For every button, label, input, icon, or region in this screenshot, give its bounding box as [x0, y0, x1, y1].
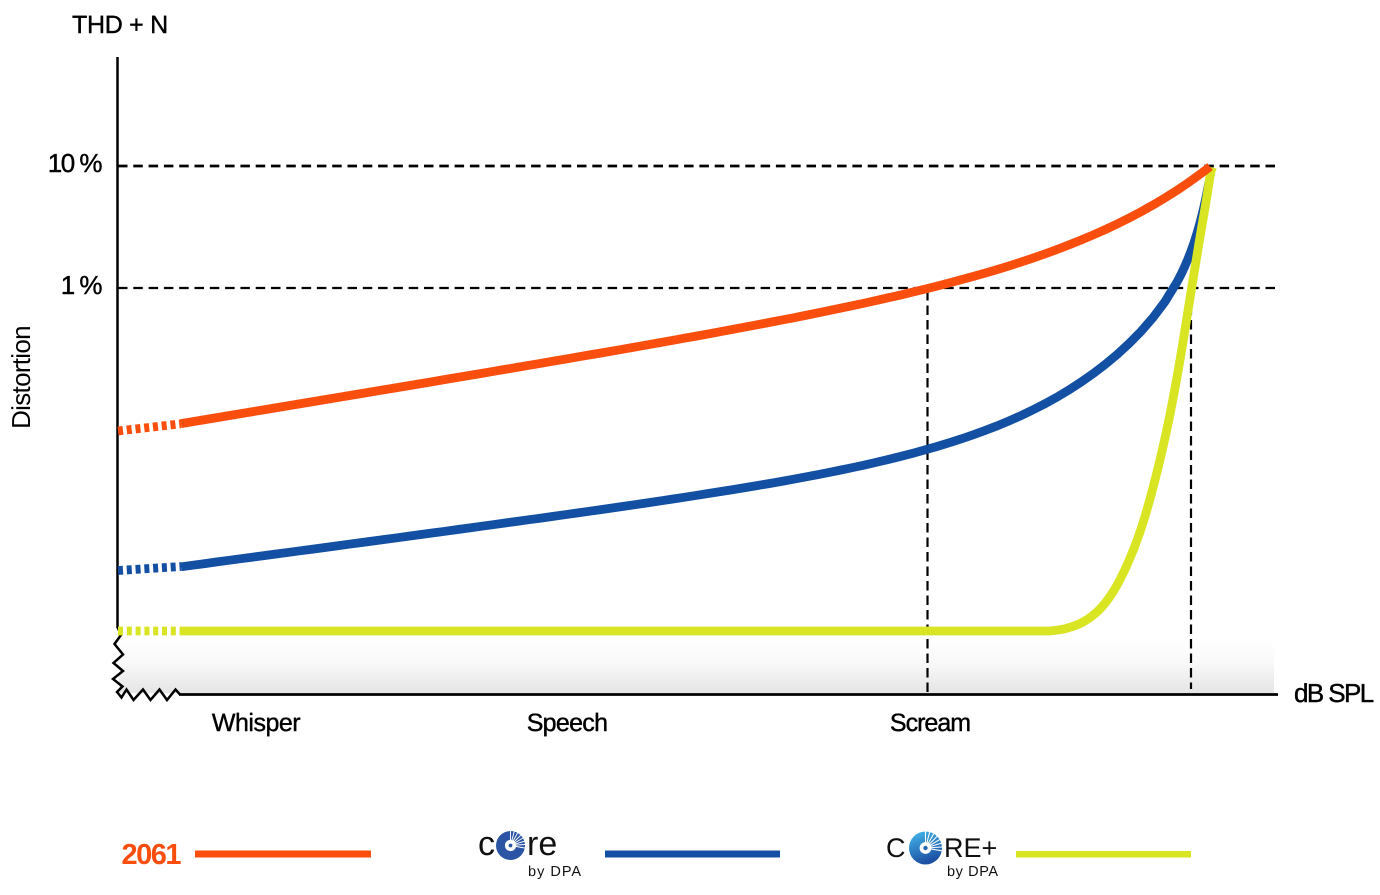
svg-text:Scream: Scream — [890, 709, 970, 737]
svg-text:dB SPL: dB SPL — [1294, 678, 1374, 708]
svg-text:by DPA: by DPA — [528, 864, 582, 880]
svg-text:Whisper: Whisper — [212, 709, 300, 737]
svg-text:Speech: Speech — [527, 709, 608, 737]
svg-text:1 %: 1 % — [61, 270, 103, 300]
svg-text:re: re — [527, 825, 557, 863]
svg-text:RE+: RE+ — [944, 833, 997, 863]
svg-text:C: C — [886, 833, 906, 863]
svg-text:THD + N: THD + N — [72, 11, 168, 39]
svg-text:by DPA: by DPA — [947, 864, 999, 880]
svg-text:c: c — [478, 825, 495, 863]
svg-text:Distortion: Distortion — [6, 326, 36, 429]
svg-text:2061: 2061 — [121, 839, 181, 871]
svg-text:10 %: 10 % — [48, 148, 103, 178]
